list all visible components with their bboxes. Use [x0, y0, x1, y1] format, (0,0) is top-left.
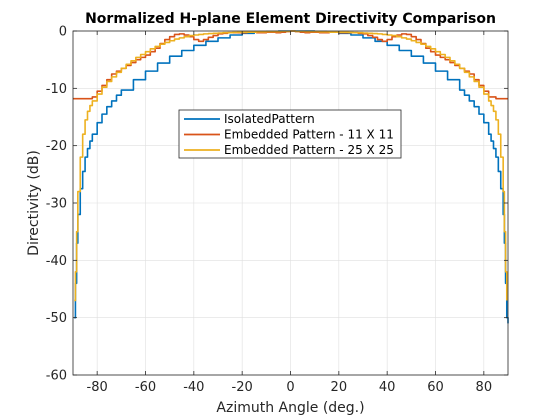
legend-label-1: IsolatedPattern: [224, 112, 315, 126]
x-tick-label: -20: [232, 380, 253, 395]
y-axis-label: Directivity (dB): [26, 150, 42, 256]
x-tick-label: -60: [135, 380, 156, 395]
legend: IsolatedPattern Embedded Pattern - 11 X 1…: [178, 109, 402, 159]
tick-labels: -80 -60 -40 -20 0 20 40 60 80 0 -10 -20 -30 -40 -50 -60: [46, 25, 492, 396]
y-tick-label: -30: [46, 197, 67, 212]
x-tick-label: 80: [476, 380, 493, 395]
x-tick-label: -40: [183, 380, 204, 395]
ticks: [73, 30, 508, 376]
y-tick-label: -50: [46, 311, 67, 326]
x-tick-label: -80: [87, 380, 108, 395]
y-tick-label: 0: [59, 25, 67, 40]
x-tick-label: 20: [331, 380, 348, 395]
y-tick-label: -10: [46, 82, 67, 97]
x-tick-label: 0: [286, 380, 294, 395]
x-axis-label: Azimuth Angle (deg.): [216, 400, 364, 416]
chart-title: Normalized H-plane Element Directivity C…: [85, 11, 496, 27]
y-tick-label: -40: [46, 254, 67, 269]
y-tick-label: -20: [46, 139, 67, 154]
x-tick-label: 60: [427, 380, 444, 395]
legend-label-3: Embedded Pattern - 25 X 25: [224, 143, 394, 157]
y-tick-label: -60: [46, 369, 67, 384]
legend-label-2: Embedded Pattern - 11 X 11: [224, 128, 394, 142]
x-tick-label: 40: [379, 380, 396, 395]
